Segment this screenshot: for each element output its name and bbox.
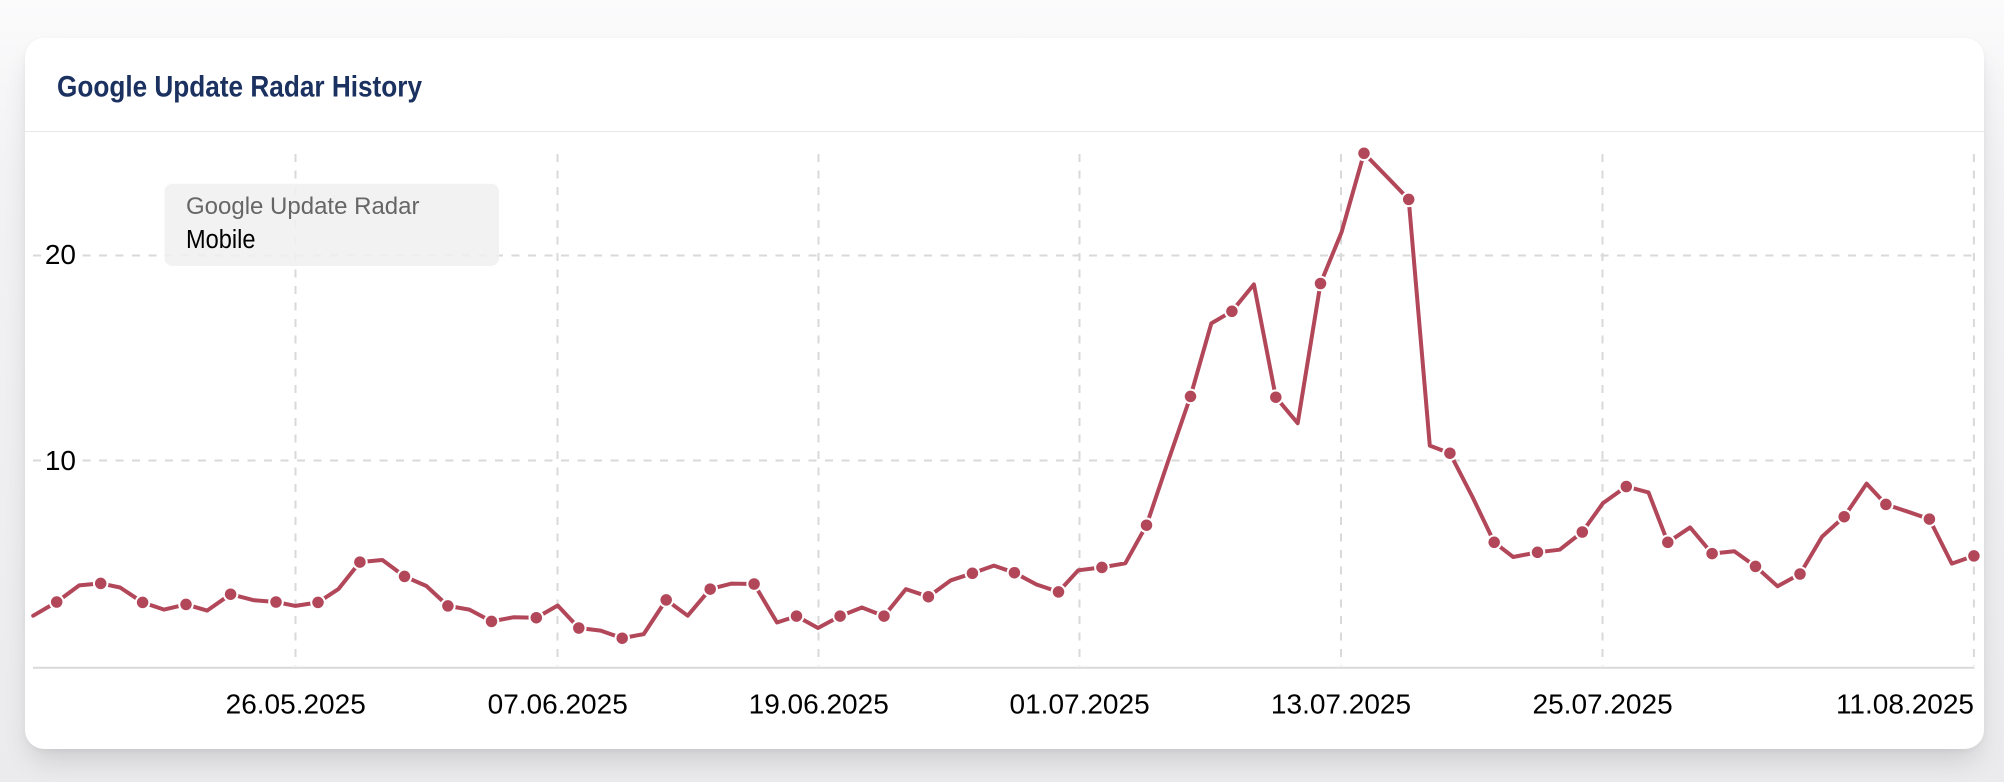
- svg-text:01.07.2025: 01.07.2025: [1010, 689, 1150, 720]
- svg-text:20: 20: [45, 239, 76, 270]
- svg-text:Mobile: Mobile: [186, 226, 256, 254]
- svg-text:07.06.2025: 07.06.2025: [488, 689, 628, 720]
- svg-text:Google Update Radar History: Google Update Radar History: [57, 71, 422, 104]
- svg-text:11.08.2025: 11.08.2025: [1836, 689, 1974, 720]
- svg-text:13.07.2025: 13.07.2025: [1271, 689, 1411, 720]
- svg-text:25.07.2025: 25.07.2025: [1533, 689, 1673, 720]
- svg-text:19.06.2025: 19.06.2025: [749, 689, 889, 720]
- svg-text:26.05.2025: 26.05.2025: [226, 689, 366, 720]
- svg-text:10: 10: [45, 445, 76, 476]
- svg-text:Google Update Radar: Google Update Radar: [186, 193, 419, 220]
